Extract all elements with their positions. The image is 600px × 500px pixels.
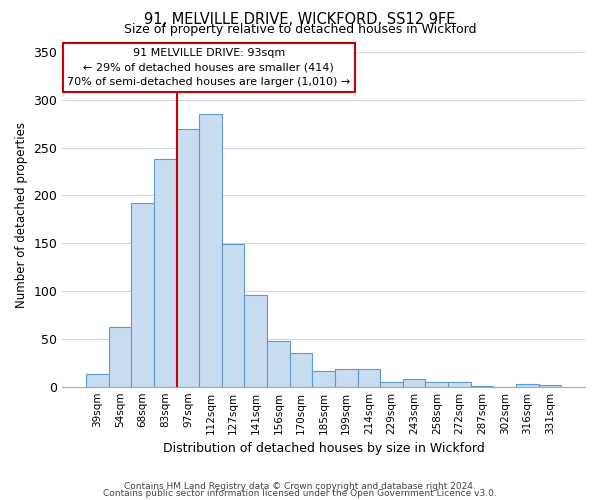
Text: Contains HM Land Registry data © Crown copyright and database right 2024.: Contains HM Land Registry data © Crown c… (124, 482, 476, 491)
Bar (154, 159, 176, 386)
Bar (222, 244, 244, 386)
Bar (380, 382, 403, 386)
Text: Contains public sector information licensed under the Open Government Licence v3: Contains public sector information licen… (103, 490, 497, 498)
Bar (403, 379, 425, 386)
Bar (199, 114, 222, 386)
Bar (335, 368, 358, 386)
Bar (290, 353, 313, 386)
Bar (425, 382, 448, 386)
Text: Size of property relative to detached houses in Wickford: Size of property relative to detached ho… (124, 22, 476, 36)
Bar (516, 384, 539, 386)
Bar (358, 368, 380, 386)
Bar (244, 295, 267, 386)
Bar (176, 128, 199, 386)
Text: 91, MELVILLE DRIVE, WICKFORD, SS12 9FE: 91, MELVILLE DRIVE, WICKFORD, SS12 9FE (145, 12, 455, 28)
Bar (131, 203, 154, 386)
Bar (109, 328, 131, 386)
Bar (313, 372, 335, 386)
Bar (86, 374, 109, 386)
Bar (448, 382, 471, 386)
Bar (539, 385, 561, 386)
X-axis label: Distribution of detached houses by size in Wickford: Distribution of detached houses by size … (163, 442, 485, 455)
Text: 91 MELVILLE DRIVE: 93sqm
← 29% of detached houses are smaller (414)
70% of semi-: 91 MELVILLE DRIVE: 93sqm ← 29% of detach… (67, 48, 350, 88)
Bar (267, 341, 290, 386)
Y-axis label: Number of detached properties: Number of detached properties (15, 122, 28, 308)
